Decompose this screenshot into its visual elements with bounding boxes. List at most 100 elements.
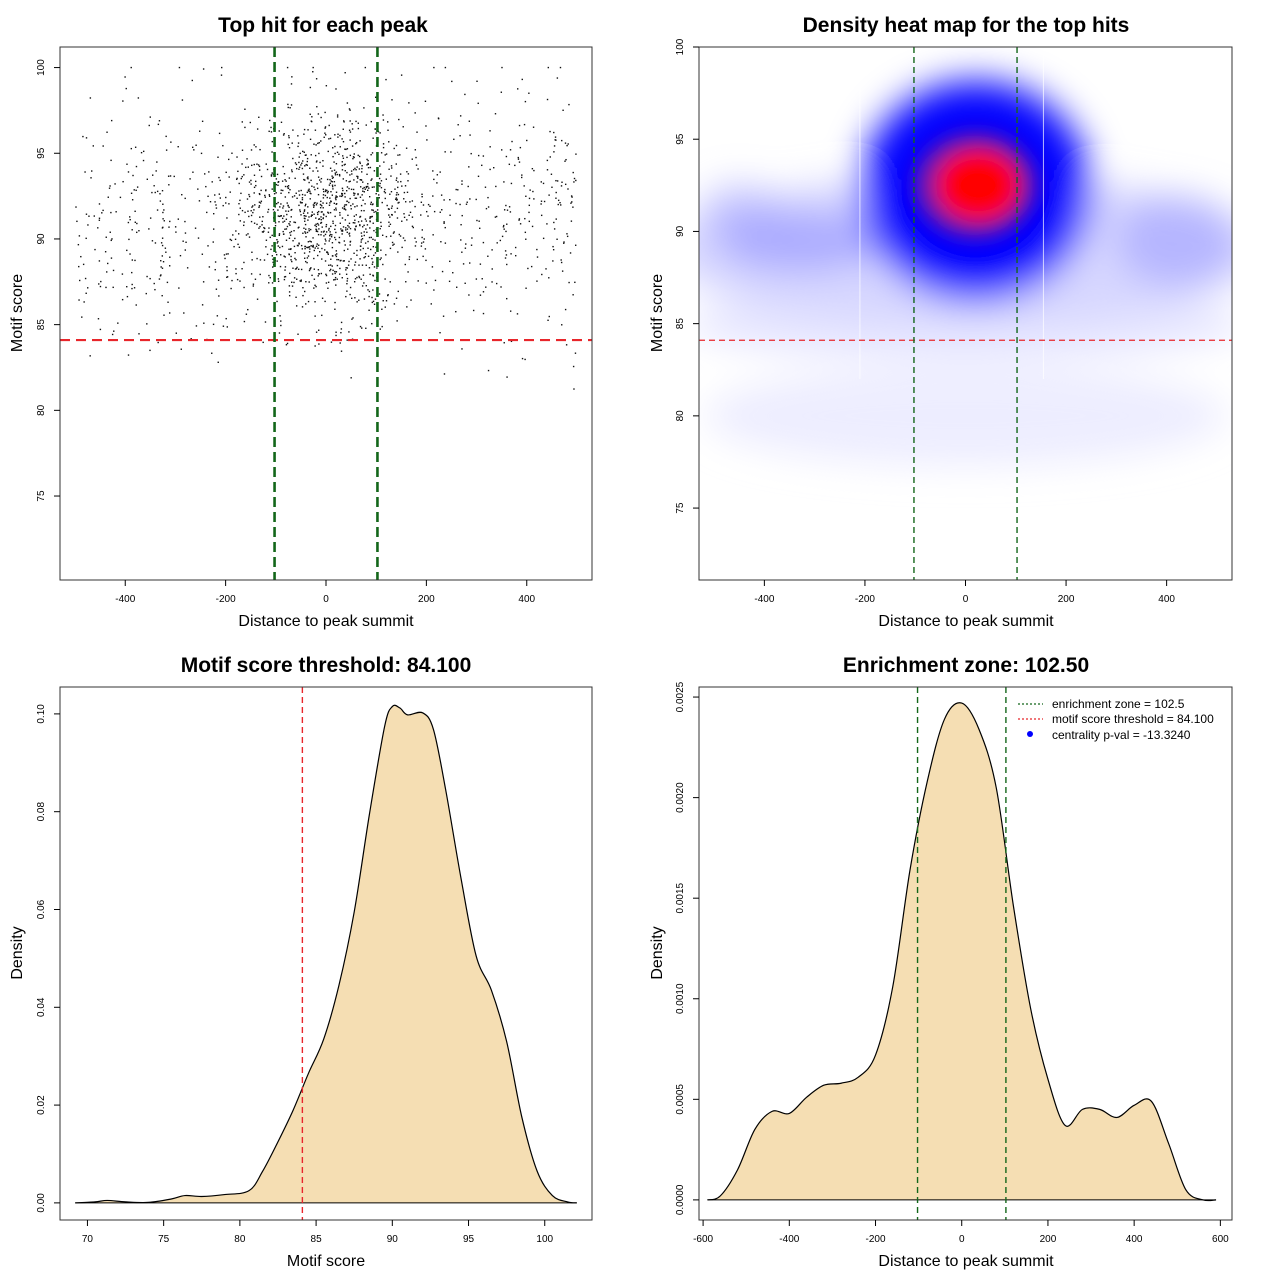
p1-point [433,210,436,213]
p1-point [351,318,353,320]
p1-point [302,150,304,153]
p1-point [436,182,438,184]
p1-point [207,195,209,198]
p1-point [178,287,180,289]
p1-point [561,181,563,183]
p1-point [348,181,350,183]
p1-point [562,109,564,111]
p1-point [324,190,327,193]
p1-point [305,154,307,156]
p1-point [316,187,319,190]
p1-point [407,180,409,182]
p1-point [365,264,367,266]
p1-point [333,209,336,211]
p1-point [334,236,336,239]
p1-point [564,160,566,162]
p1-point [471,237,473,239]
p1-point [460,223,462,226]
p1-point [506,209,509,211]
p1-point [346,280,348,282]
p1-point [385,254,387,256]
p1-point [317,233,320,236]
p1-point [82,135,84,138]
p1-point [340,259,342,262]
p1-point [89,355,91,357]
p1-point [238,202,240,205]
p1-point [102,145,104,147]
p1-point [546,169,549,171]
p1-point [395,297,398,299]
p1-point [258,227,260,229]
p2-lower-haze [705,365,1226,466]
p1-point [142,159,145,162]
p1-point [252,283,255,285]
p1-point [383,161,385,163]
p1-point [179,254,182,257]
p1-point [349,227,352,230]
p1-point [87,224,89,226]
p1-point [359,196,362,198]
p1-point [173,175,175,178]
p1-point [165,251,167,253]
p1-point [333,202,336,205]
p1-point [378,194,380,196]
p1-point [571,196,573,198]
p1-point [309,190,311,192]
p1-point [161,189,164,192]
p1-point [280,203,282,205]
p1-point [235,178,238,181]
p1-point [325,225,327,228]
p1-point [351,145,354,147]
p1-point [258,192,261,195]
p1-point [359,179,361,181]
p1-point [384,154,386,156]
p1-point [326,196,328,199]
p1-point [311,185,313,187]
p1-point [396,217,399,219]
p1-point [372,245,375,248]
p1-point [248,193,250,196]
p1-point [303,210,306,212]
p1-point [330,180,332,182]
p1-point [336,116,339,118]
p1-point [367,166,370,169]
legend-centrality-label: centrality p-val = -13.3240 [1052,728,1191,742]
p1-point [408,256,411,258]
p1-point [315,230,318,233]
p1-point [411,225,414,228]
p1-point [524,231,527,234]
p1-point [306,246,308,249]
p1-point [289,248,292,251]
p1-point [259,148,261,151]
p1-point [328,124,330,127]
p1-point [384,306,386,308]
p1-point [321,314,323,317]
p1-point [559,201,561,204]
p1-point [314,247,316,249]
p1-point [304,179,306,181]
p1-point [574,244,577,246]
p1-point [83,301,85,303]
p1-point [574,352,577,354]
p1-point [307,241,310,243]
p1-point [405,147,408,149]
p1-point [346,267,349,269]
p1-point [320,200,322,203]
p4-xtick-label: 600 [1212,1234,1229,1245]
p1-point [423,238,425,240]
p1-point [325,223,328,226]
p1-point [356,254,358,256]
p1-point [331,234,333,236]
p1-point [129,216,131,218]
p1-point [477,102,479,105]
p1-point [382,263,384,266]
p1-point [137,97,140,99]
p1-point [391,241,394,244]
p1-point [310,245,312,247]
p1-point [324,233,327,236]
p1-point [344,209,347,211]
p1-point [503,342,505,344]
p1-point [521,174,523,176]
p1-point [379,173,382,175]
p1-point [353,194,355,196]
